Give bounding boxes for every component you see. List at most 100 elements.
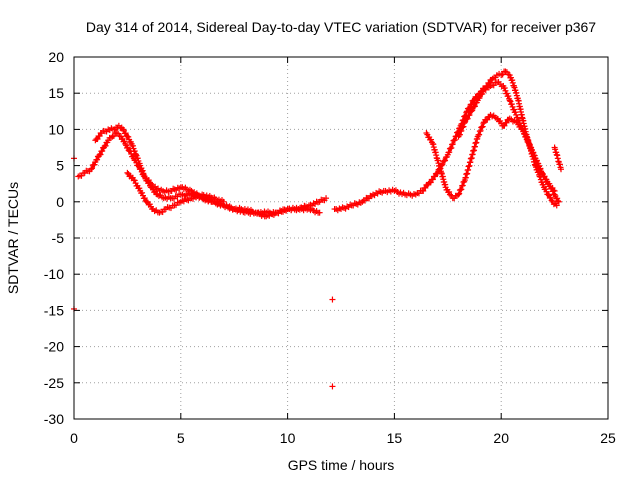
data-point: [501, 84, 508, 91]
data-point: [316, 209, 323, 216]
data-point: [502, 68, 509, 75]
data-point: [329, 296, 336, 303]
data-point: [518, 122, 525, 129]
data-point: [420, 187, 427, 194]
data-point: [458, 186, 465, 193]
data-point: [449, 141, 456, 148]
data-point: [431, 173, 438, 180]
data-point: [131, 148, 138, 155]
y-tick-label: 20: [48, 49, 64, 65]
data-point: [124, 169, 131, 176]
data-point: [442, 157, 449, 164]
series-track-d: [331, 68, 560, 214]
data-point: [102, 142, 109, 149]
data-point: [455, 191, 462, 198]
grid-layer: [74, 57, 608, 419]
data-point: [479, 123, 486, 130]
data-point: [96, 133, 103, 140]
y-tick-label: -15: [44, 302, 64, 318]
data-point: [471, 103, 478, 110]
data-point: [476, 94, 483, 101]
series-track-g: [551, 144, 565, 173]
data-point: [542, 186, 549, 193]
data-point: [461, 119, 468, 126]
data-point: [505, 93, 512, 100]
y-tick-label: -20: [44, 339, 64, 355]
data-point: [110, 133, 117, 140]
data-point: [540, 181, 547, 188]
data-point: [509, 79, 516, 86]
series-track-f: [455, 79, 562, 205]
data-point: [323, 195, 330, 202]
data-point: [554, 195, 561, 202]
data-point: [506, 97, 513, 104]
data-point: [460, 123, 467, 130]
data-point: [132, 151, 139, 158]
data-point: [512, 109, 519, 116]
chart-title: Day 314 of 2014, Sidereal Day-to-day VTE…: [86, 19, 596, 35]
data-point: [530, 152, 537, 159]
marks-layer: [71, 68, 565, 390]
data-point: [329, 383, 336, 390]
data-point: [446, 149, 453, 156]
data-point: [545, 191, 552, 198]
data-point: [427, 179, 434, 186]
y-tick-label: 15: [48, 85, 64, 101]
data-point: [493, 115, 500, 122]
y-tick-label: -30: [44, 411, 64, 427]
data-point: [477, 127, 484, 134]
data-point: [136, 185, 143, 192]
data-point: [480, 120, 487, 127]
data-point: [530, 149, 537, 156]
data-point: [97, 151, 104, 158]
data-point: [109, 133, 116, 140]
data-point: [468, 108, 475, 115]
data-point: [553, 202, 560, 209]
data-point: [129, 142, 136, 149]
data-point: [124, 144, 131, 151]
data-point: [134, 155, 141, 162]
data-point: [139, 167, 146, 174]
data-point: [428, 136, 435, 143]
data-point: [220, 198, 227, 205]
data-point: [143, 198, 150, 205]
x-tick-label: 0: [70, 430, 78, 446]
data-point: [464, 115, 471, 122]
y-tick-label: 10: [48, 121, 64, 137]
data-point: [548, 185, 555, 192]
data-point: [121, 138, 128, 145]
data-point: [122, 130, 129, 137]
data-point: [555, 197, 562, 204]
data-point: [503, 119, 510, 126]
data-point: [555, 198, 562, 205]
data-point: [516, 117, 522, 124]
data-point: [523, 133, 530, 140]
series-track-e: [423, 111, 558, 202]
data-point: [458, 127, 465, 134]
series-outliers: [71, 155, 336, 390]
data-point: [125, 133, 132, 140]
data-point: [501, 122, 508, 129]
data-point: [499, 71, 506, 78]
y-tick-label: -10: [44, 266, 64, 282]
y-tick-label: 0: [56, 194, 64, 210]
x-tick-label: 20: [493, 430, 509, 446]
data-point: [479, 90, 486, 97]
ticks-layer: 0 5 10 15 20 25 -30 -25 -20 -15 -10 -5 0 5 10 15 20: [44, 49, 616, 446]
data-point: [451, 136, 458, 143]
data-point: [94, 136, 101, 143]
data-point: [448, 144, 455, 151]
data-point: [526, 141, 533, 148]
data-point: [538, 169, 545, 176]
data-point: [422, 184, 429, 191]
data-point: [146, 180, 153, 187]
data-point: [466, 112, 473, 119]
x-tick-label: 10: [280, 430, 296, 446]
data-point: [463, 109, 470, 116]
data-point: [446, 188, 453, 195]
data-point: [469, 107, 476, 114]
data-point: [533, 157, 540, 164]
y-tick-label: -5: [52, 230, 65, 246]
